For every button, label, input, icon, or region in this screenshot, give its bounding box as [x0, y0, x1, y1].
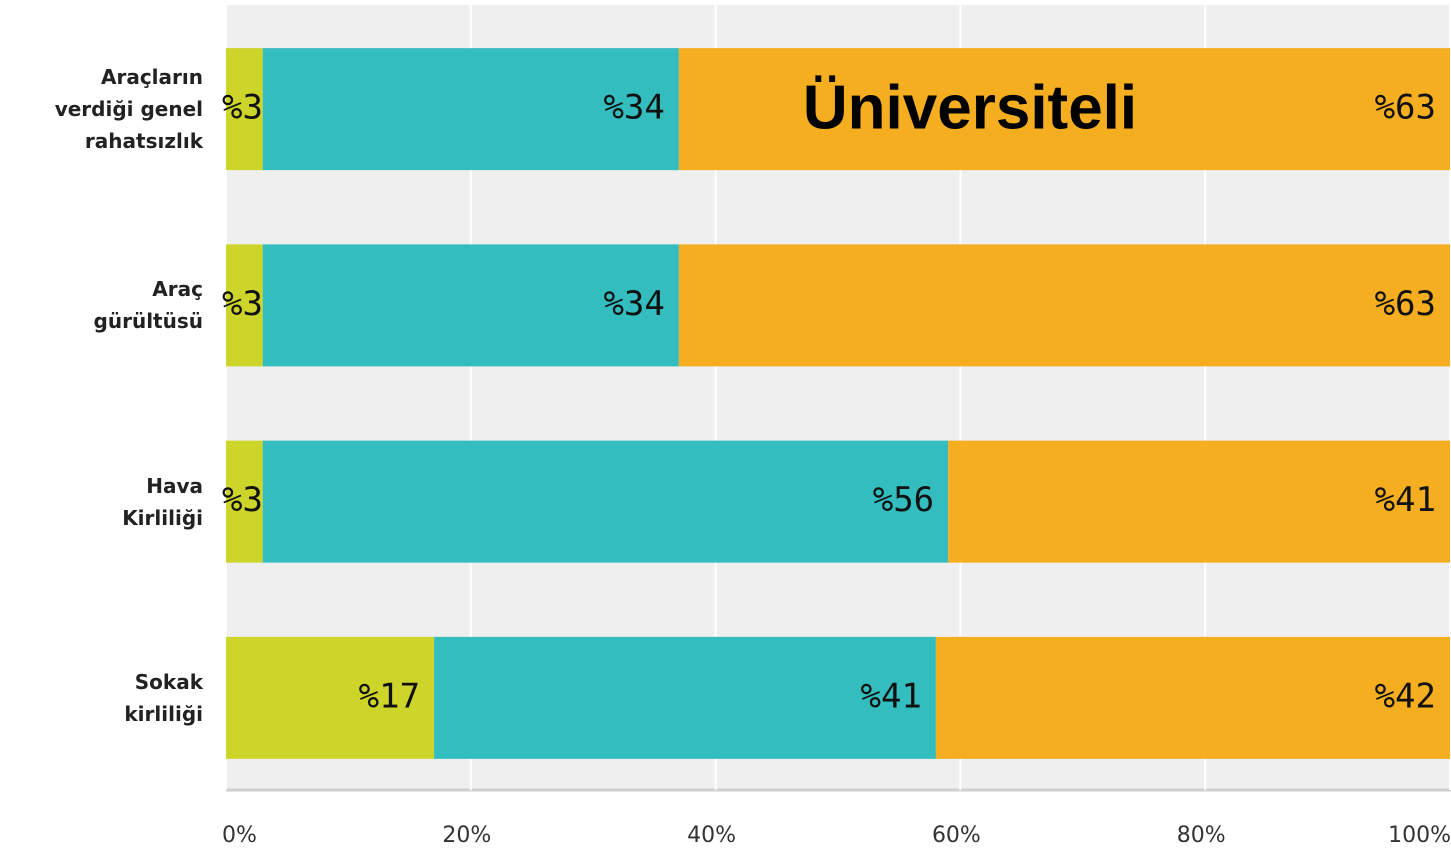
y-tick-label: Araç gürültüsü — [93, 277, 203, 334]
data-label: %63 — [1375, 88, 1436, 128]
data-label: %41 — [1375, 480, 1436, 520]
data-label: %3 — [222, 284, 263, 324]
data-label: %42 — [1375, 676, 1436, 716]
x-tick-label: 80% — [1177, 823, 1226, 848]
data-label: %34 — [603, 88, 664, 128]
x-tick-label: 0% — [222, 823, 257, 848]
x-tick-label: 40% — [687, 823, 736, 848]
bar-segment — [262, 244, 679, 367]
y-tick-label: Hava Kirliliği — [122, 473, 203, 530]
chart-title: Üniversiteli — [803, 73, 1137, 142]
bar-segment — [948, 440, 1450, 563]
x-tick-label: 60% — [932, 823, 981, 848]
x-tick-label: 100% — [1388, 823, 1451, 848]
data-label: %63 — [1375, 284, 1436, 324]
x-tick-label: 20% — [442, 823, 491, 848]
bar-segment — [226, 636, 435, 759]
data-label: %56 — [873, 480, 934, 520]
data-label: %17 — [359, 676, 420, 716]
y-tick-label: Sokak kirliliği — [124, 669, 203, 726]
data-label: %34 — [603, 284, 664, 324]
data-label: %3 — [222, 480, 263, 520]
data-label: %41 — [860, 676, 921, 716]
y-tick-label: Araçların verdiği genel rahatsızlık — [54, 65, 203, 154]
bar-segment — [262, 48, 679, 171]
bar-segment — [226, 48, 263, 171]
bar-segment — [678, 48, 1450, 171]
bar-segment — [262, 440, 949, 563]
data-label: %3 — [222, 88, 263, 128]
bar-segment — [935, 636, 1450, 759]
bar-segment — [226, 244, 263, 367]
bar-segment — [678, 244, 1450, 367]
bar-segment — [434, 636, 936, 759]
bar-segment — [226, 440, 263, 563]
